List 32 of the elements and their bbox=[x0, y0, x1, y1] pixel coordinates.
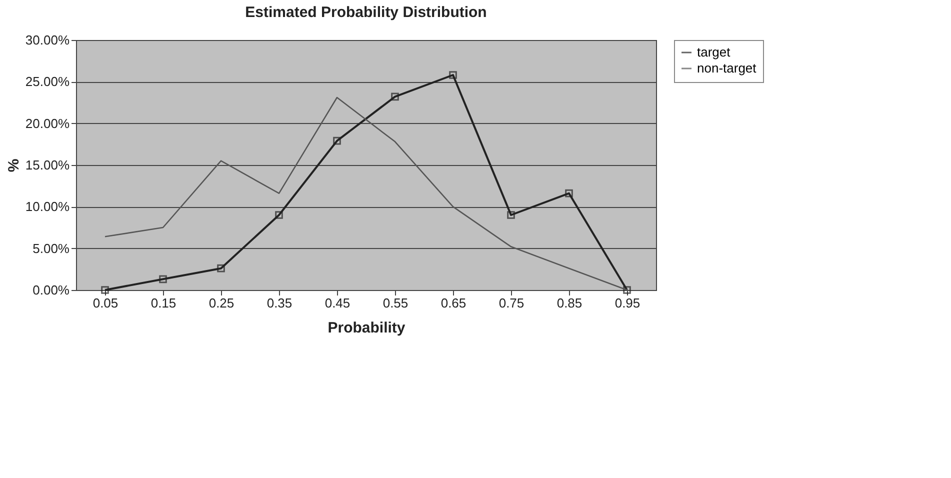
point bbox=[275, 211, 283, 219]
x-tick-label: 0.35 bbox=[266, 296, 292, 310]
x-tick-label: 0.75 bbox=[498, 296, 524, 310]
x-tick-label: 0.55 bbox=[382, 296, 408, 310]
y-axis-title: % bbox=[5, 158, 22, 172]
x-axis-title: Probability bbox=[328, 320, 406, 336]
point bbox=[101, 286, 109, 294]
x-tick-label: 0.65 bbox=[440, 296, 466, 310]
x-tick-label: 0.85 bbox=[556, 296, 582, 310]
x-tick-label: 0.45 bbox=[324, 296, 350, 310]
legend-label: target bbox=[697, 44, 731, 60]
chart-title: Estimated Probability Distribution bbox=[245, 4, 487, 21]
y-tick-label: 5.00% bbox=[32, 240, 70, 256]
y-tick-label: 0.00% bbox=[32, 282, 70, 298]
y-tick-label: 20.00% bbox=[25, 116, 70, 131]
y-tick-label: 30.00% bbox=[25, 32, 70, 48]
point bbox=[333, 136, 341, 145]
point bbox=[623, 286, 631, 294]
legend-label: non-target bbox=[697, 60, 757, 76]
x-tick-label: 0.25 bbox=[208, 296, 234, 310]
point bbox=[391, 92, 399, 101]
y-tick-label: 25.00% bbox=[25, 74, 70, 90]
y-tick-label: 10.00% bbox=[25, 199, 70, 214]
x-tick-label: 0.15 bbox=[150, 296, 176, 310]
point bbox=[159, 275, 167, 284]
point bbox=[449, 71, 457, 79]
y-tick-label: 15.00% bbox=[25, 158, 70, 172]
x-tick-label: 0.05 bbox=[92, 296, 118, 310]
point bbox=[507, 211, 515, 219]
point bbox=[565, 189, 573, 198]
x-tick-label: 0.95 bbox=[614, 296, 640, 310]
point bbox=[217, 264, 225, 272]
